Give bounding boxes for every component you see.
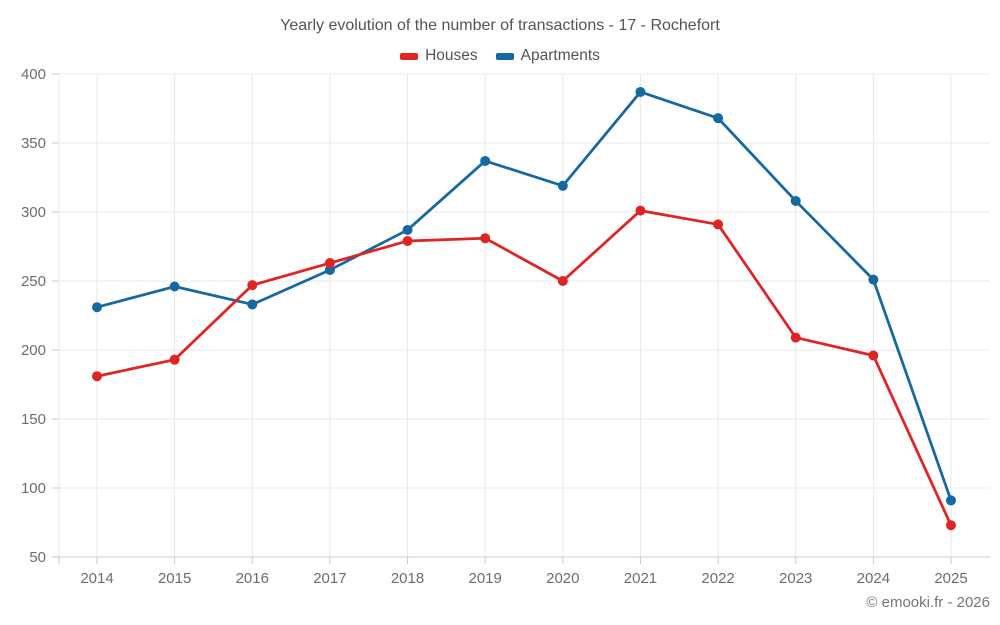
x-tick-label: 2015 (158, 570, 191, 587)
houses-point-2016[interactable] (247, 280, 258, 291)
houses-point-2021[interactable] (635, 205, 646, 216)
apartments-point-2014[interactable] (92, 302, 102, 313)
apartments-line-series (95, 90, 953, 502)
y-tick-label: 250 (21, 273, 46, 290)
apartments-point-2024[interactable] (868, 274, 879, 285)
apartments-point-2015[interactable] (169, 281, 180, 292)
houses-point-2014[interactable] (92, 371, 102, 382)
apartments-point-2016[interactable] (247, 299, 258, 310)
x-tick-label: 2020 (546, 570, 579, 587)
houses-color-swatch-icon (400, 52, 419, 60)
apartments-point-2023[interactable] (790, 195, 801, 206)
y-tick-label: 50 (29, 549, 46, 566)
houses-point-2020[interactable] (557, 276, 568, 286)
houses-point-2024[interactable] (868, 350, 879, 361)
apartments-color-swatch-icon (495, 52, 514, 60)
houses-point-2017[interactable] (324, 258, 335, 269)
apartments-point-2025[interactable] (946, 495, 956, 506)
y-tick-label: 100 (21, 480, 46, 497)
x-tick-label: 2016 (236, 570, 269, 587)
apartments-point-2019[interactable] (480, 155, 491, 166)
legend-label-apartments: Apartments (520, 47, 600, 64)
y-tick-label: 350 (21, 135, 46, 152)
houses-point-2015[interactable] (169, 354, 180, 365)
apartments-point-2020[interactable] (557, 180, 568, 191)
y-tick-label: 200 (21, 342, 46, 359)
apartments-point-2022[interactable] (713, 113, 724, 124)
houses-point-2025[interactable] (946, 520, 956, 531)
legend-label-houses: Houses (425, 47, 478, 64)
y-tick-label: 150 (21, 411, 46, 428)
apartments-point-2017[interactable] (324, 264, 335, 275)
legend-item-apartments[interactable]: Apartments (495, 47, 600, 65)
apartments-point-2021[interactable] (635, 86, 646, 97)
houses-point-2022[interactable] (713, 219, 724, 230)
x-tick-label: 2023 (779, 570, 812, 587)
x-tick-label: 2021 (624, 570, 657, 587)
x-tick-label: 2019 (468, 570, 501, 587)
x-tick-label: 2025 (934, 570, 967, 587)
y-tick-label: 300 (21, 204, 46, 221)
houses-point-2019[interactable] (480, 233, 491, 244)
chart-legend: Houses Apartments (0, 47, 1000, 65)
legend-item-houses[interactable]: Houses (400, 47, 478, 65)
apartments-point-2018[interactable] (402, 224, 413, 235)
x-tick-label: 2024 (857, 570, 890, 587)
houses-line-series (95, 209, 953, 527)
x-tick-label: 2017 (313, 570, 346, 587)
y-tick-label: 400 (21, 66, 46, 83)
houses-point-2023[interactable] (790, 332, 801, 343)
x-tick-label: 2018 (391, 570, 424, 587)
chart-title: Yearly evolution of the number of transa… (280, 17, 720, 34)
x-tick-label: 2014 (80, 570, 113, 587)
watermark: © emooki.fr - 2026 (866, 594, 990, 611)
x-tick-label: 2022 (701, 570, 734, 587)
houses-point-2018[interactable] (402, 235, 413, 246)
